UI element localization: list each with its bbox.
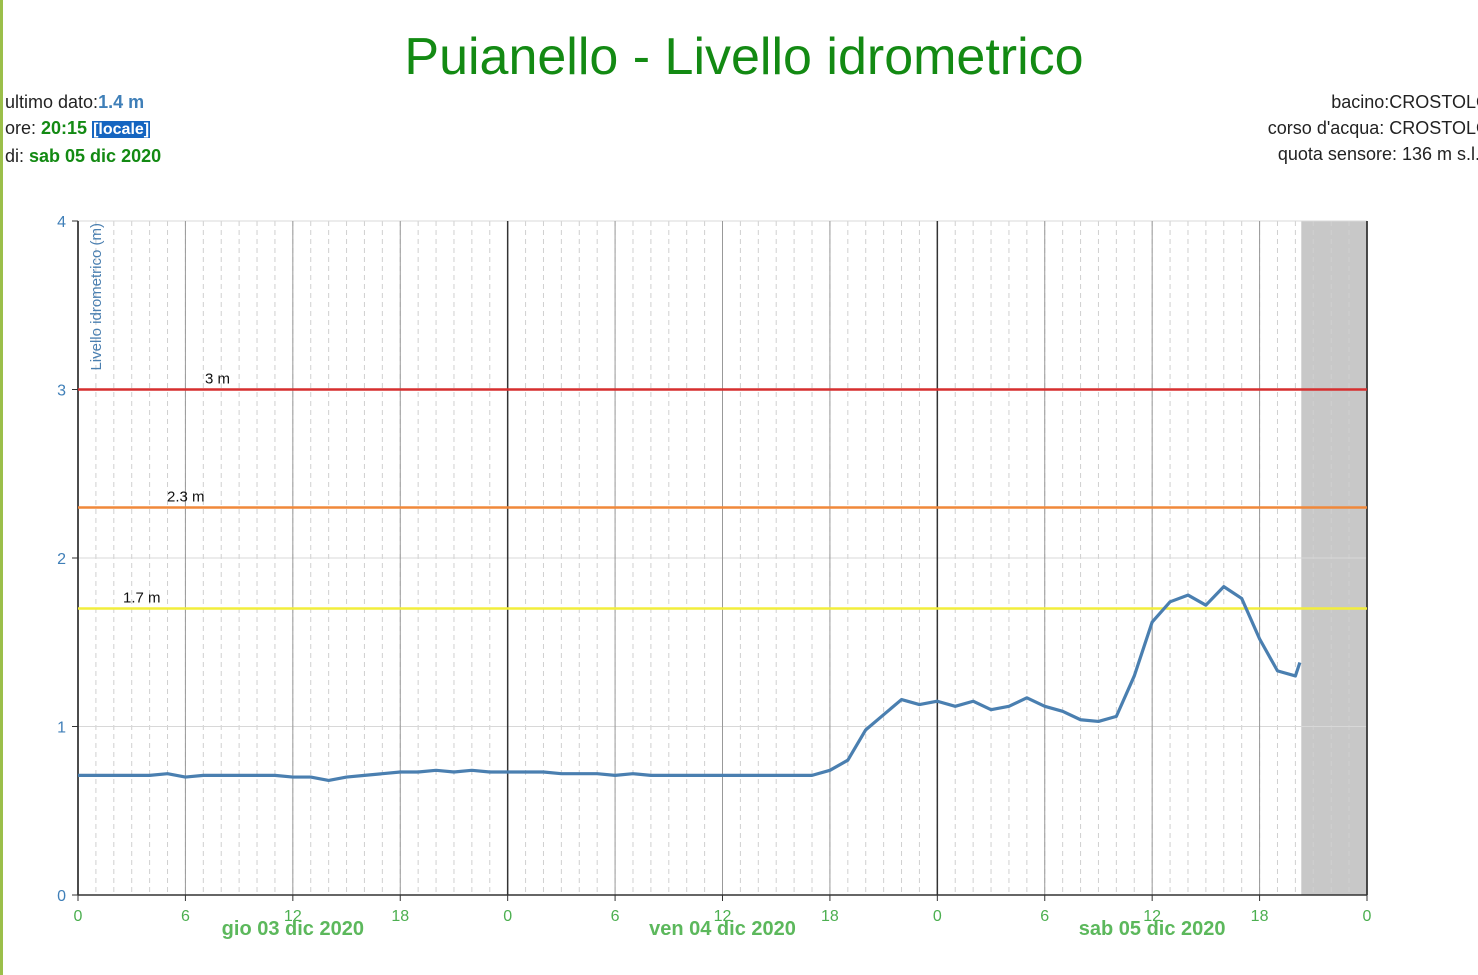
info-row: di: sab 05 dic 2020 — [5, 143, 161, 169]
info-label: ore: — [5, 118, 42, 138]
x-tick-label: 6 — [611, 908, 620, 925]
day-label: gio 03 dic 2020 — [222, 918, 364, 940]
y-tick-label: 3 — [57, 383, 66, 400]
x-tick-label: 18 — [1251, 908, 1269, 925]
info-row: ore: 20:15 [locale] — [5, 115, 161, 143]
threshold-label: 2.3 m — [167, 488, 205, 505]
y-tick-label: 0 — [57, 888, 66, 905]
x-tick-label: 18 — [391, 908, 409, 925]
info-value: sab 05 dic 2020 — [29, 146, 162, 166]
x-tick-label: 18 — [821, 908, 839, 925]
info-right: bacino:CROSTOLO corso d'acqua: CROSTOLO … — [1178, 89, 1478, 167]
info-row: corso d'acqua: CROSTOLO — [1267, 118, 1478, 138]
info-label: ultimo dato: — [5, 92, 99, 112]
y-tick-label: 2 — [57, 551, 66, 568]
data-line — [78, 585, 1302, 783]
day-label: sab 05 dic 2020 — [1079, 918, 1226, 940]
info-row: ultimo dato:1.4 m — [5, 89, 161, 115]
local-tag: [locale] — [92, 121, 151, 138]
info-row: bacino:CROSTOLO — [1331, 92, 1478, 112]
left-border — [0, 0, 3, 975]
x-tick-label: 0 — [503, 908, 512, 925]
y-tick-label: 4 — [57, 214, 66, 231]
x-tick-label: 12 — [714, 908, 732, 925]
threshold-label: 3 m — [205, 371, 230, 388]
info-value: 1.4 m — [98, 92, 145, 112]
x-tick-label: 6 — [181, 908, 190, 925]
x-tick-label: 0 — [933, 908, 942, 925]
x-tick-label: 0 — [1363, 908, 1372, 925]
y-axis-label: Livello idrometrico (m) — [88, 223, 105, 371]
info-value: 20:15 — [41, 118, 88, 138]
x-tick-label: 12 — [284, 908, 302, 925]
day-label: ven 04 dic 2020 — [649, 918, 796, 940]
y-tick-label: 1 — [57, 720, 66, 737]
x-tick-label: 12 — [1143, 908, 1161, 925]
info-row: quota sensore: 136 m s.l.m. — [1277, 144, 1478, 164]
x-tick-label: 0 — [74, 908, 83, 925]
info-left: ultimo dato:1.4 m ore: 20:15 [locale] di… — [5, 89, 161, 169]
info-label: di: — [5, 146, 30, 166]
chart-title: Puianello - Livello idrometrico — [404, 28, 1083, 86]
x-tick-label: 6 — [1040, 908, 1049, 925]
threshold-label: 1.7 m — [123, 590, 161, 607]
